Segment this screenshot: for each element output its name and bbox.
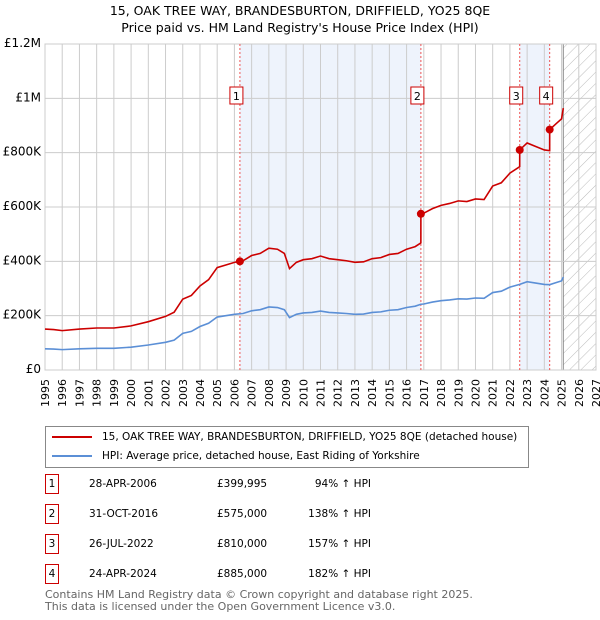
y-tick-label: £600K [3, 199, 43, 213]
hpi-line [44, 276, 565, 351]
footer-line: This data is licensed under the Open Gov… [45, 600, 396, 613]
sale-point [235, 257, 244, 266]
sale-badge-label: 1 [233, 90, 240, 103]
red-line-swatch [52, 436, 92, 438]
transaction-row: 1 28-APR-2006 £399,995 94% ↑ HPI [45, 474, 600, 496]
hpi-change: 157% ↑ HPI [308, 538, 371, 550]
x-tick-label: 1999 [108, 379, 121, 407]
legend-item-hpi: HPI: Average price, detached house, East… [52, 447, 420, 465]
property-price-line [44, 108, 565, 332]
sale-badge [539, 86, 554, 105]
sale-date: 26-JUL-2022 [89, 538, 154, 550]
footer-line: Contains HM Land Registry data © Crown c… [45, 588, 473, 601]
hpi-change: 182% ↑ HPI [308, 568, 371, 580]
x-tick-label: 2006 [228, 379, 241, 407]
x-tick-label: 2008 [263, 379, 276, 407]
sale-badge [229, 86, 244, 105]
transaction-row: 4 24-APR-2024 £885,000 182% ↑ HPI [45, 564, 600, 586]
x-tick-label: 2012 [332, 379, 345, 407]
sale-price: £885,000 [217, 568, 268, 580]
legend-label: HPI: Average price, detached house, East… [102, 450, 420, 462]
x-tick-label: 2015 [383, 379, 396, 407]
x-tick-label: 2027 [590, 379, 600, 407]
hpi-change: 94% ↑ HPI [314, 478, 371, 490]
chart-title: 15, OAK TREE WAY, BRANDESBURTON, DRIFFIE… [109, 3, 491, 18]
sale-price: £399,995 [217, 478, 268, 490]
plot-frame [44, 43, 597, 371]
x-tick-label: 2022 [504, 379, 517, 407]
x-tick-label: 2023 [521, 379, 534, 407]
x-tick-label: 2003 [177, 379, 190, 407]
y-tick-label: £400K [3, 253, 43, 267]
x-tick-label: 2025 [556, 379, 569, 407]
x-tick-label: 2000 [125, 379, 138, 407]
x-tick-label: 2021 [487, 379, 500, 407]
chart-subtitle: Price paid vs. HM Land Registry's House … [121, 20, 479, 35]
sale-price: £810,000 [217, 538, 268, 550]
x-tick-label: 2020 [469, 379, 482, 407]
legend: 15, OAK TREE WAY, BRANDESBURTON, DRIFFIE… [45, 426, 529, 468]
x-tick-label: 1995 [39, 379, 52, 407]
x-tick-label: 2004 [194, 379, 207, 407]
x-tick-label: 2024 [538, 379, 551, 407]
marker-badge: 3 [45, 534, 59, 554]
sale-badge-label: 2 [414, 90, 421, 103]
marker-badge: 2 [45, 504, 59, 524]
x-tick-label: 1997 [73, 379, 86, 407]
y-tick-label: £1M [15, 90, 41, 104]
y-tick-label: £1.2M [4, 36, 41, 50]
sale-date: 31-OCT-2016 [89, 508, 158, 520]
y-tick-label: £0 [26, 362, 41, 376]
transaction-row: 3 26-JUL-2022 £810,000 157% ↑ HPI [45, 534, 600, 556]
legend-item-property: 15, OAK TREE WAY, BRANDESBURTON, DRIFFIE… [52, 428, 517, 446]
marker-badge: 1 [45, 474, 59, 494]
x-tick-label: 2018 [435, 379, 448, 407]
x-tick-label: 2009 [280, 379, 293, 407]
sale-badge-label: 3 [513, 90, 520, 103]
x-tick-label: 2005 [211, 379, 224, 407]
y-tick-label: £800K [3, 145, 43, 159]
x-tick-label: 2013 [349, 379, 362, 407]
sale-badge-label: 4 [543, 90, 550, 103]
sale-point [515, 145, 524, 154]
x-tick-label: 2007 [246, 379, 259, 407]
x-tick-label: 1998 [91, 379, 104, 407]
x-tick-label: 2002 [160, 379, 173, 407]
hpi-change: 138% ↑ HPI [308, 508, 371, 520]
x-tick-label: 2016 [401, 379, 414, 407]
x-tick-label: 2019 [452, 379, 465, 407]
blue-line-swatch [52, 455, 92, 457]
sale-badge [410, 86, 425, 105]
x-tick-label: 2014 [366, 379, 379, 407]
sale-badge [509, 86, 524, 105]
sale-date: 24-APR-2024 [89, 568, 157, 580]
sale-price: £575,000 [217, 508, 268, 520]
price-chart: 1995 1996 1997 1998 1999 2000 2001 2002 2003 2004… [3, 36, 600, 407]
y-tick-label: £200K [3, 308, 43, 322]
marker-badge: 4 [45, 564, 59, 584]
sale-point [545, 125, 554, 134]
x-tick-label: 2001 [142, 379, 155, 407]
x-tick-label: 2011 [315, 379, 328, 407]
sale-point [416, 209, 425, 218]
footer: Contains HM Land Registry data © Crown c… [45, 589, 473, 613]
x-tick-label: 2017 [418, 379, 431, 407]
x-tick-label: 2026 [573, 379, 586, 407]
x-tick-label: 2010 [297, 379, 310, 407]
legend-label: 15, OAK TREE WAY, BRANDESBURTON, DRIFFIE… [102, 431, 518, 443]
sale-date: 28-APR-2006 [89, 478, 157, 490]
x-tick-label: 1996 [56, 379, 69, 407]
transaction-row: 2 31-OCT-2016 £575,000 138% ↑ HPI [45, 504, 600, 526]
